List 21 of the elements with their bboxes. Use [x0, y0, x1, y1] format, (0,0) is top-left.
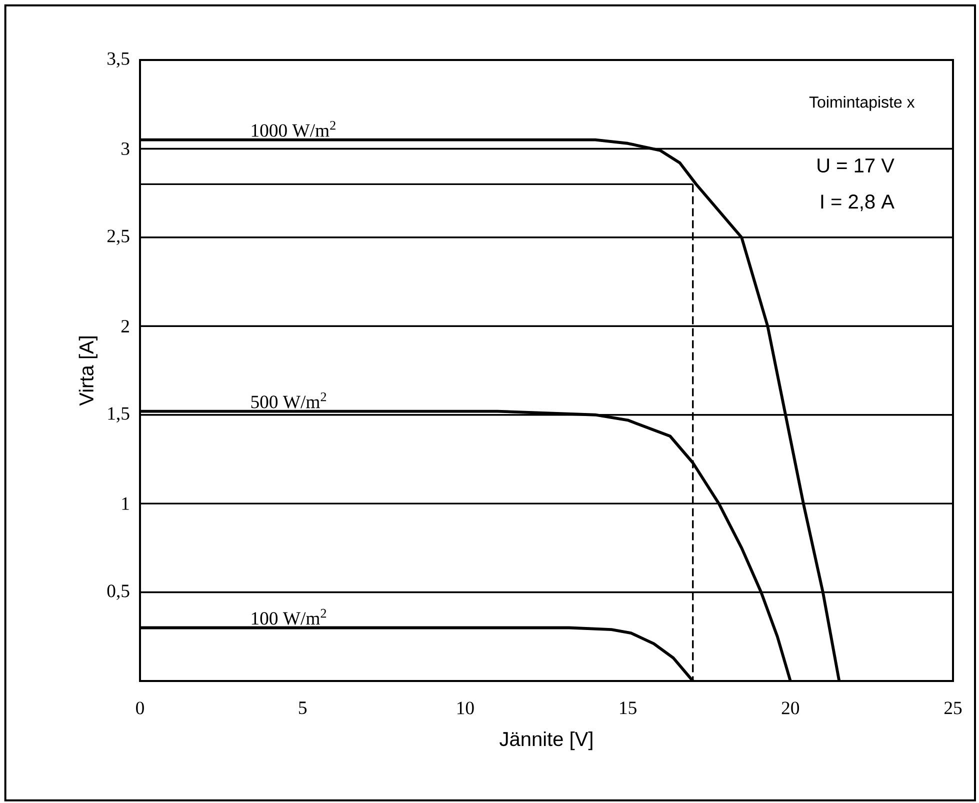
x-axis-title: Jännite [V] — [500, 731, 592, 750]
annotation: U = 17 V — [818, 158, 894, 173]
y-tick-label: 2,5 — [107, 230, 130, 246]
y-tick-label: 1 — [122, 497, 129, 510]
x-tick-label: 0 — [136, 702, 144, 714]
annotation: Toimintapiste x — [809, 96, 915, 111]
y-tick-label: 1,5 — [108, 407, 130, 422]
y-tick-label: 2 — [121, 320, 129, 332]
y-tick-label: 3 — [122, 142, 130, 155]
series-label: 500 W/m$^{2}$ — [251, 392, 326, 408]
x-tick-label: 25 — [944, 702, 962, 714]
series-label: 1000 W/m$^{2}$ — [252, 120, 336, 137]
y-axis-title: Virta [A] — [78, 336, 98, 406]
x-tick-label: 5 — [299, 702, 307, 714]
annotation: I = 2,8 A — [821, 194, 894, 212]
series-label: 100 W/m$^{2}$ — [252, 608, 326, 625]
x-tick-label: 20 — [782, 702, 800, 714]
x-tick-label: 15 — [620, 702, 636, 714]
x-tick-label: 10 — [458, 702, 474, 714]
y-tick-label: 3,5 — [108, 52, 130, 68]
y-tick-label: 0,5 — [107, 584, 130, 600]
